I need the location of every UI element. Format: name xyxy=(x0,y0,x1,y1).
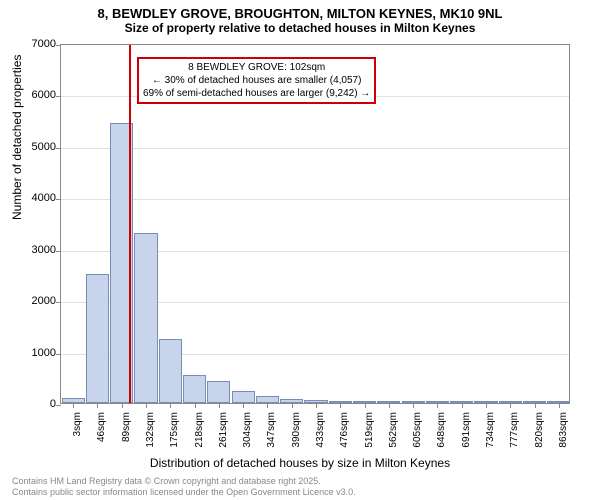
attribution-line: Contains HM Land Registry data © Crown c… xyxy=(12,476,356,487)
xtick-label: 347sqm xyxy=(266,412,277,460)
xtick-mark xyxy=(365,403,366,408)
ytick-label: 6000 xyxy=(32,89,56,101)
xtick-mark xyxy=(122,403,123,408)
xtick-mark xyxy=(559,403,560,408)
ytick-mark xyxy=(56,45,61,46)
xtick-label: 863sqm xyxy=(558,412,569,460)
ytick-label: 4000 xyxy=(32,192,56,204)
annotation-line: 69% of semi-detached houses are larger (… xyxy=(143,87,370,100)
xtick-label: 648sqm xyxy=(436,412,447,460)
ytick-mark xyxy=(56,96,61,97)
gridline xyxy=(61,148,569,149)
xtick-label: 261sqm xyxy=(218,412,229,460)
annotation-line: 8 BEWDLEY GROVE: 102sqm xyxy=(143,61,370,74)
xtick-mark xyxy=(413,403,414,408)
chart-title: 8, BEWDLEY GROVE, BROUGHTON, MILTON KEYN… xyxy=(0,0,600,21)
ytick-mark xyxy=(56,251,61,252)
xtick-label: 562sqm xyxy=(388,412,399,460)
xtick-mark xyxy=(219,403,220,408)
histogram-bar xyxy=(207,381,230,403)
xtick-label: 820sqm xyxy=(534,412,545,460)
xtick-mark xyxy=(170,403,171,408)
marker-line xyxy=(129,45,131,403)
xtick-mark xyxy=(389,403,390,408)
xtick-mark xyxy=(486,403,487,408)
annotation-box: 8 BEWDLEY GROVE: 102sqm← 30% of detached… xyxy=(137,57,376,104)
xtick-label: 304sqm xyxy=(242,412,253,460)
ytick-label: 5000 xyxy=(32,141,56,153)
ytick-mark xyxy=(56,199,61,200)
xtick-label: 390sqm xyxy=(291,412,302,460)
histogram-bar xyxy=(232,391,255,403)
attribution-line: Contains public sector information licen… xyxy=(12,487,356,498)
chart-subtitle: Size of property relative to detached ho… xyxy=(0,21,600,35)
ytick-label: 3000 xyxy=(32,244,56,256)
ytick-label: 0 xyxy=(50,398,56,410)
xtick-label: 46sqm xyxy=(96,412,107,460)
xtick-label: 89sqm xyxy=(121,412,132,460)
xtick-label: 433sqm xyxy=(315,412,326,460)
ytick-mark xyxy=(56,354,61,355)
ytick-label: 2000 xyxy=(32,295,56,307)
histogram-bar xyxy=(183,375,206,403)
xtick-mark xyxy=(340,403,341,408)
annotation-line: ← 30% of detached houses are smaller (4,… xyxy=(143,74,370,87)
histogram-bar xyxy=(86,274,109,403)
xtick-label: 777sqm xyxy=(509,412,520,460)
xtick-mark xyxy=(267,403,268,408)
xtick-mark xyxy=(437,403,438,408)
ytick-mark xyxy=(56,405,61,406)
xtick-label: 132sqm xyxy=(145,412,156,460)
xtick-label: 519sqm xyxy=(364,412,375,460)
xtick-label: 691sqm xyxy=(461,412,472,460)
xtick-label: 218sqm xyxy=(194,412,205,460)
xtick-label: 175sqm xyxy=(169,412,180,460)
xtick-mark xyxy=(146,403,147,408)
histogram-bar xyxy=(256,396,279,403)
histogram-bar xyxy=(159,339,182,403)
gridline xyxy=(61,199,569,200)
histogram-bar xyxy=(134,233,157,403)
xtick-mark xyxy=(292,403,293,408)
xtick-mark xyxy=(462,403,463,408)
ytick-label: 1000 xyxy=(32,347,56,359)
y-axis-label: Number of detached properties xyxy=(10,55,24,220)
ytick-mark xyxy=(56,148,61,149)
xtick-mark xyxy=(73,403,74,408)
xtick-mark xyxy=(195,403,196,408)
xtick-label: 476sqm xyxy=(339,412,350,460)
plot-area: 8 BEWDLEY GROVE: 102sqm← 30% of detached… xyxy=(60,44,570,404)
xtick-mark xyxy=(510,403,511,408)
xtick-label: 734sqm xyxy=(485,412,496,460)
xtick-label: 605sqm xyxy=(412,412,423,460)
xtick-mark xyxy=(97,403,98,408)
ytick-mark xyxy=(56,302,61,303)
xtick-mark xyxy=(316,403,317,408)
xtick-label: 3sqm xyxy=(72,412,83,460)
xtick-mark xyxy=(535,403,536,408)
xtick-mark xyxy=(243,403,244,408)
attribution-text: Contains HM Land Registry data © Crown c… xyxy=(12,476,356,498)
ytick-label: 7000 xyxy=(32,38,56,50)
